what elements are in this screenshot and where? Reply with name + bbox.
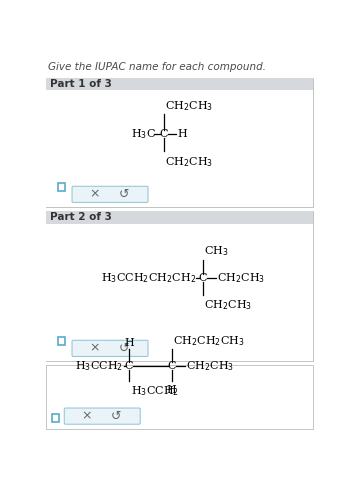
Text: H: H	[124, 338, 134, 348]
Text: H: H	[177, 129, 187, 139]
Text: H$_3$CCH$_2$: H$_3$CCH$_2$	[75, 359, 123, 373]
Text: CH$_2$CH$_3$: CH$_2$CH$_3$	[186, 359, 234, 373]
Text: CH$_3$: CH$_3$	[204, 244, 229, 258]
FancyBboxPatch shape	[46, 212, 313, 224]
Text: ↺: ↺	[111, 409, 121, 423]
FancyBboxPatch shape	[46, 212, 313, 362]
FancyBboxPatch shape	[46, 364, 313, 429]
Text: CH$_2$CH$_2$CH$_3$: CH$_2$CH$_2$CH$_3$	[173, 334, 245, 348]
Text: H$_3$CCH$_2$: H$_3$CCH$_2$	[131, 385, 178, 398]
Text: ↺: ↺	[118, 342, 129, 355]
Text: CH$_2$CH$_3$: CH$_2$CH$_3$	[204, 298, 252, 312]
Text: Part 2 of 3: Part 2 of 3	[50, 212, 112, 223]
FancyBboxPatch shape	[72, 340, 148, 356]
Text: C: C	[198, 273, 207, 283]
FancyBboxPatch shape	[46, 78, 313, 91]
Text: C: C	[125, 361, 133, 371]
Text: H$_3$CCH$_2$CH$_2$CH$_2$: H$_3$CCH$_2$CH$_2$CH$_2$	[101, 272, 196, 285]
FancyBboxPatch shape	[46, 224, 313, 362]
Text: C: C	[167, 361, 176, 371]
Text: Give the IUPAC name for each compound.: Give the IUPAC name for each compound.	[48, 62, 266, 72]
FancyBboxPatch shape	[58, 337, 65, 345]
FancyBboxPatch shape	[72, 186, 148, 202]
FancyBboxPatch shape	[64, 408, 140, 424]
Text: C: C	[160, 129, 168, 139]
Text: Part 1 of 3: Part 1 of 3	[50, 79, 112, 89]
Text: H: H	[167, 385, 176, 394]
FancyBboxPatch shape	[58, 183, 65, 191]
Text: H$_3$C: H$_3$C	[131, 127, 156, 141]
FancyBboxPatch shape	[46, 78, 313, 208]
Text: CH$_2$CH$_3$: CH$_2$CH$_3$	[166, 99, 214, 113]
Text: ×: ×	[81, 409, 92, 423]
Text: ×: ×	[89, 342, 99, 355]
Text: ×: ×	[89, 188, 99, 201]
FancyBboxPatch shape	[51, 414, 59, 422]
Text: CH$_2$CH$_3$: CH$_2$CH$_3$	[166, 155, 214, 169]
Text: CH$_2$CH$_3$: CH$_2$CH$_3$	[217, 272, 265, 285]
Text: ↺: ↺	[118, 188, 129, 201]
FancyBboxPatch shape	[46, 91, 313, 208]
